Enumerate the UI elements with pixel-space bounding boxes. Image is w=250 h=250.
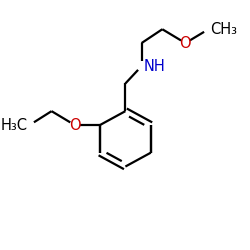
Text: CH₃: CH₃ [210, 22, 237, 37]
Text: O: O [69, 118, 80, 132]
Text: O: O [180, 36, 191, 51]
Text: H₃C: H₃C [1, 118, 28, 132]
Text: NH: NH [144, 59, 165, 74]
